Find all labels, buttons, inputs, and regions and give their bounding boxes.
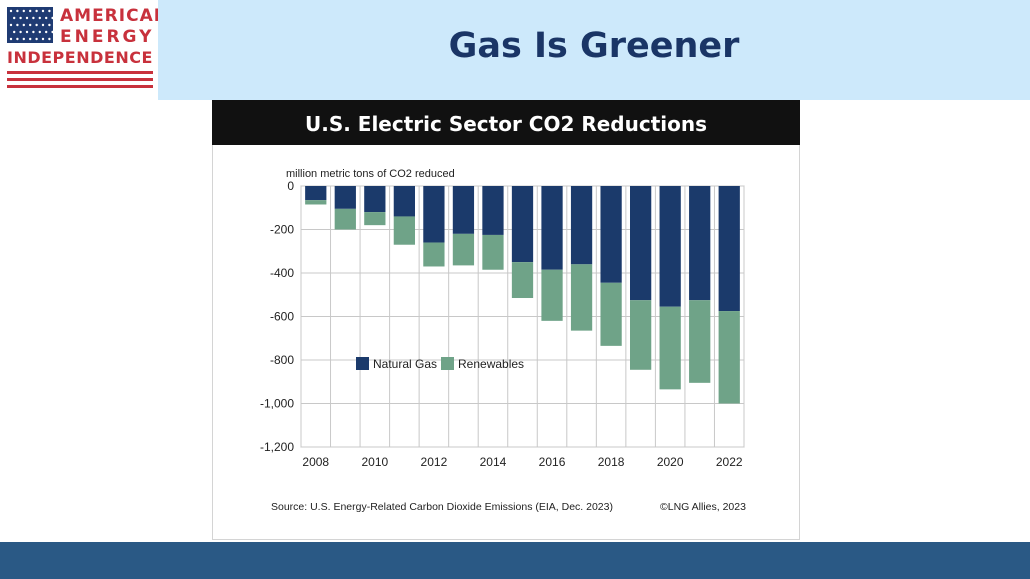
flag-star xyxy=(22,37,25,41)
bar-natural-gas-2021 xyxy=(689,186,711,301)
flag-star xyxy=(25,30,29,34)
legend-label-natural-gas: Natural Gas xyxy=(373,357,437,371)
bar-renewables-2015 xyxy=(511,262,534,299)
bar-renewables-2009 xyxy=(334,208,356,230)
flag-star xyxy=(13,16,16,20)
bar-natural-gas-2016 xyxy=(541,186,563,270)
flag-star xyxy=(35,23,38,27)
flag-star xyxy=(13,30,16,34)
bar-renewables-2013 xyxy=(452,233,475,266)
y-tick-label: -400 xyxy=(270,266,294,280)
flag-star xyxy=(38,16,41,20)
bar-natural-gas-2017 xyxy=(570,186,593,265)
flag-star xyxy=(48,9,51,13)
logo-stripes xyxy=(7,71,153,88)
flag-star xyxy=(9,9,13,13)
bar-natural-gas-2015 xyxy=(511,186,534,263)
bar-renewables-2019 xyxy=(630,300,652,370)
flag-star xyxy=(48,37,51,41)
x-tick-label: 2010 xyxy=(361,455,388,469)
footer-bar xyxy=(0,542,1030,579)
bar-renewables-2018 xyxy=(600,282,622,346)
flag-star xyxy=(48,23,51,27)
x-tick-label: 2012 xyxy=(421,455,448,469)
x-tick-label: 2014 xyxy=(480,455,507,469)
y-tick-label: -800 xyxy=(270,353,294,367)
flag-star xyxy=(19,30,22,34)
bar-natural-gas-2020 xyxy=(659,186,681,307)
logo-word-american: AMERICAN xyxy=(60,6,169,26)
chart: 0 -200 -400 -600 -800 -1,000 -1,200 million met… xyxy=(260,168,745,469)
flag-star xyxy=(45,30,48,34)
legend-swatch-natural-gas xyxy=(356,357,369,370)
flag-star xyxy=(9,23,13,27)
bar-renewables-2008 xyxy=(305,200,327,205)
flag-star xyxy=(9,37,13,41)
page-title: Gas Is Greener xyxy=(448,26,740,66)
bar-renewables-2011 xyxy=(393,216,415,245)
y-tick-label: 0 xyxy=(287,179,294,193)
flag-star xyxy=(32,30,35,34)
flag-star xyxy=(22,23,25,27)
logo-word-energy: ENERGY xyxy=(60,27,155,47)
flag-star xyxy=(16,23,19,27)
bar-natural-gas-2009 xyxy=(334,186,356,209)
x-tick-label: 2018 xyxy=(598,455,625,469)
flag-star xyxy=(41,37,45,41)
chart-title: U.S. Electric Sector CO2 Reductions xyxy=(304,112,708,136)
bar-renewables-2021 xyxy=(689,300,711,383)
flag-star xyxy=(32,16,35,20)
flag-star xyxy=(41,23,45,27)
flag-star xyxy=(16,37,19,41)
bar-renewables-2020 xyxy=(659,306,681,390)
bar-natural-gas-2022 xyxy=(718,186,740,312)
logo-word-independence: INDEPENDENCE xyxy=(7,48,153,67)
chart-copyright: ©LNG Allies, 2023 xyxy=(660,501,746,513)
bar-renewables-2014 xyxy=(482,234,504,270)
bar-natural-gas-2012 xyxy=(423,186,445,243)
x-tick-label: 2016 xyxy=(539,455,566,469)
bar-natural-gas-2013 xyxy=(452,186,475,234)
us-flag-icon xyxy=(7,7,53,43)
x-tick-label: 2020 xyxy=(657,455,684,469)
y-tick-label: -1,200 xyxy=(260,440,294,454)
flag-star xyxy=(51,30,53,34)
flag-star xyxy=(25,16,29,20)
bar-natural-gas-2019 xyxy=(630,186,652,301)
bar-natural-gas-2008 xyxy=(305,186,327,201)
flag-star xyxy=(19,16,22,20)
bar-natural-gas-2011 xyxy=(393,186,415,217)
y-tick-label: -200 xyxy=(270,223,294,237)
bar-renewables-2012 xyxy=(423,242,445,267)
y-axis-label: million metric tons of CO2 reduced xyxy=(286,168,455,180)
y-tick-label: -600 xyxy=(270,310,294,324)
flag-star xyxy=(38,30,41,34)
flag-star xyxy=(35,9,38,13)
header-banner: Gas Is Greener xyxy=(158,0,1030,100)
bar-renewables-2022 xyxy=(718,311,740,404)
flag-star xyxy=(51,16,53,20)
flag-star xyxy=(41,9,45,13)
bar-renewables-2010 xyxy=(364,212,386,226)
bar-natural-gas-2014 xyxy=(482,186,504,235)
x-tick-label: 2008 xyxy=(302,455,329,469)
flag-star xyxy=(22,9,25,13)
legend-label-renewables: Renewables xyxy=(458,357,524,371)
bar-natural-gas-2018 xyxy=(600,186,622,283)
y-tick-label: -1,000 xyxy=(260,397,294,411)
x-tick-label: 2022 xyxy=(716,455,743,469)
chart-title-bar: U.S. Electric Sector CO2 Reductions xyxy=(212,100,800,145)
bar-natural-gas-2010 xyxy=(364,186,386,213)
logo: AMERICAN ENERGY INDEPENDENCE xyxy=(0,0,168,100)
flag-star xyxy=(29,37,32,41)
flag-star xyxy=(35,37,38,41)
flag-star xyxy=(16,9,19,13)
chart-source: Source: U.S. Energy-Related Carbon Dioxi… xyxy=(271,501,613,513)
flag-star xyxy=(29,9,32,13)
bar-renewables-2016 xyxy=(541,269,563,321)
flag-star xyxy=(45,16,48,20)
bar-renewables-2017 xyxy=(570,264,593,331)
flag-star xyxy=(29,23,32,27)
legend-swatch-renewables xyxy=(441,357,454,370)
